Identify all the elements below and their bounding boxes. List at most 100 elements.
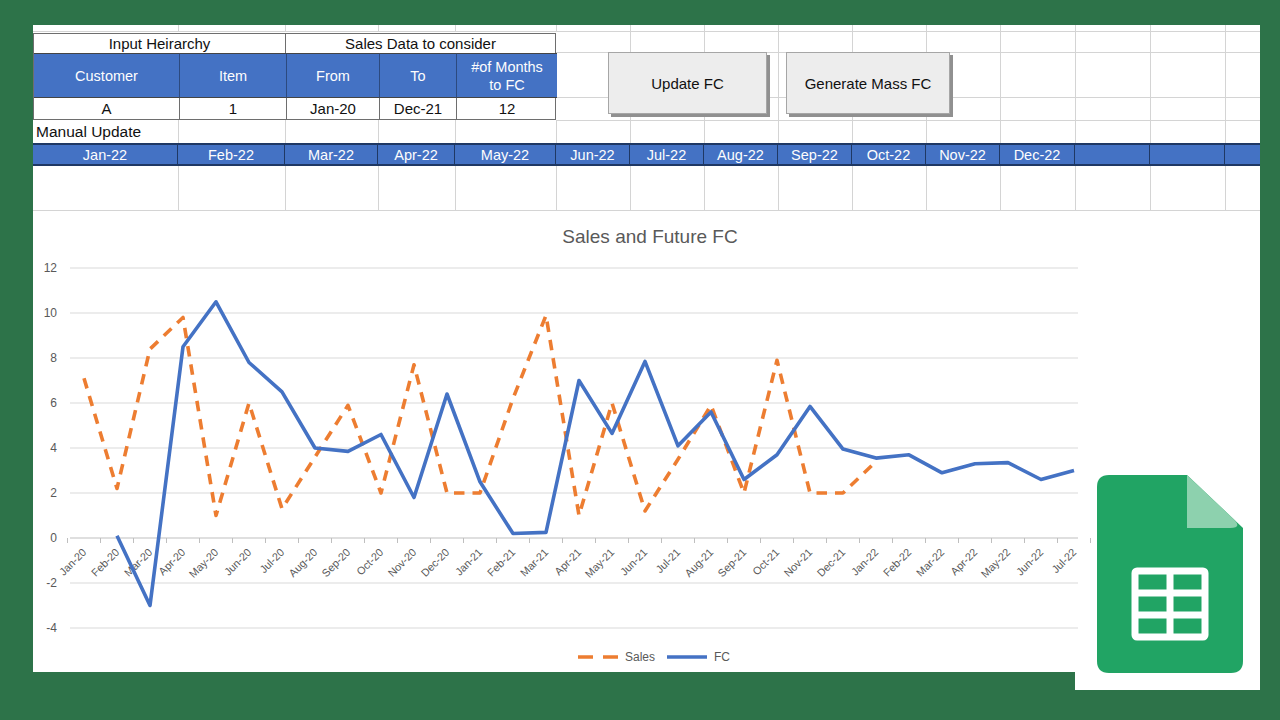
google-sheets-icon: [1097, 475, 1243, 673]
x-axis-label: Sep-21: [715, 546, 748, 579]
gridline: [285, 25, 286, 31]
gridline: [455, 166, 456, 210]
gridline: [556, 120, 557, 143]
gridline: [1075, 25, 1076, 143]
spreadsheet: Input HeirarchySales Data to consider Cus…: [33, 25, 1260, 672]
gridline: [556, 25, 557, 31]
x-axis-label: Sep-20: [319, 546, 352, 579]
gridline: [1000, 166, 1001, 210]
x-axis-label: Jun-21: [618, 546, 650, 578]
sheets-icon-backdrop: [1075, 672, 1260, 690]
gridline: [455, 120, 456, 143]
legend-sales-label: Sales: [625, 650, 655, 664]
month-cell[interactable]: Jul-22: [630, 145, 704, 164]
chart-title: Sales and Future FC: [562, 226, 737, 247]
table-cell[interactable]: Jan-20: [286, 98, 379, 119]
x-axis-label: Mar-20: [122, 546, 155, 579]
month-cell[interactable]: [1075, 145, 1150, 164]
x-axis-label: Feb-21: [485, 546, 518, 579]
month-cell[interactable]: [1150, 145, 1225, 164]
month-cell[interactable]: Sep-22: [778, 145, 852, 164]
gridline: [178, 120, 179, 143]
table-cell[interactable]: 12: [456, 98, 557, 119]
y-axis-label: 4: [50, 441, 57, 455]
x-axis-label: Jun-20: [222, 546, 254, 578]
gridline: [378, 25, 379, 31]
y-axis-label: 12: [44, 261, 58, 275]
x-axis-label: Aug-21: [682, 546, 715, 579]
group-header-input-hierarchy: Input Heirarchy: [34, 34, 286, 53]
table-cell[interactable]: A: [34, 98, 179, 119]
column-header-to: To: [379, 53, 456, 98]
x-axis-label: Jul-22: [1049, 546, 1078, 575]
series-sales: [84, 315, 876, 515]
gridline: [1225, 25, 1226, 143]
update-fc-button[interactable]: Update FC: [608, 52, 767, 114]
gridline: [1075, 166, 1076, 210]
x-axis-label: May-21: [582, 546, 616, 580]
column-header--of-months-to-fc: #of Monthsto FC: [456, 53, 557, 98]
month-cell[interactable]: Aug-22: [704, 145, 778, 164]
gridline: [556, 166, 557, 210]
x-axis-label: Oct-20: [354, 546, 385, 577]
month-cell[interactable]: Jun-22: [556, 145, 630, 164]
column-header-from: From: [286, 53, 379, 98]
y-axis-label: -2: [46, 576, 57, 590]
month-cell[interactable]: Apr-22: [378, 145, 455, 164]
gridline: [378, 120, 379, 143]
x-axis-label: Nov-20: [385, 546, 418, 579]
gridline: [285, 166, 286, 210]
gridline: [285, 120, 286, 143]
x-axis-label: Mar-21: [518, 546, 551, 579]
x-axis-label: Feb-22: [881, 546, 914, 579]
x-axis-label: Jan-20: [57, 546, 89, 578]
x-axis-label: May-20: [186, 546, 220, 580]
x-axis-label: Mar-22: [914, 546, 947, 579]
x-axis-label: Apr-22: [948, 546, 979, 577]
table-cell[interactable]: 1: [179, 98, 286, 119]
sales-fc-chart: -4-2024681012Jan-20Feb-20Mar-20Apr-20May…: [33, 210, 1260, 672]
x-axis-label: May-22: [978, 546, 1012, 580]
y-axis-label: 0: [50, 531, 57, 545]
generate-mass-fc-button[interactable]: Generate Mass FC: [786, 52, 950, 114]
x-axis-label: Dec-20: [418, 546, 451, 579]
gridline: [704, 166, 705, 210]
column-header-item: Item: [179, 53, 286, 98]
legend-fc-label: FC: [714, 650, 730, 664]
y-axis-label: 8: [50, 351, 57, 365]
x-axis-label: Jul-20: [257, 546, 286, 575]
x-axis-label: Aug-20: [286, 546, 319, 579]
month-cell[interactable]: May-22: [455, 145, 556, 164]
month-cell[interactable]: Dec-22: [1000, 145, 1075, 164]
gridline: [1150, 166, 1151, 210]
gridline: [1225, 166, 1226, 210]
month-cell[interactable]: Feb-22: [178, 145, 285, 164]
manual-update-label: Manual Update: [36, 120, 141, 143]
column-header-customer: Customer: [34, 53, 179, 98]
gridline: [1000, 25, 1001, 143]
x-axis-label: Apr-21: [552, 546, 583, 577]
gridline: [926, 166, 927, 210]
group-header-sales-data: Sales Data to consider: [286, 34, 555, 53]
gridline: [852, 166, 853, 210]
manual-update-month-row: Jan-22Feb-22Mar-22Apr-22May-22Jun-22Jul-…: [33, 143, 1260, 166]
y-axis-label: 10: [44, 306, 58, 320]
month-cell[interactable]: Mar-22: [285, 145, 378, 164]
month-cell[interactable]: Jan-22: [33, 145, 178, 164]
x-axis-label: Jun-22: [1014, 546, 1046, 578]
y-axis-label: 6: [50, 396, 57, 410]
x-axis-label: Oct-21: [750, 546, 781, 577]
month-cell[interactable]: Oct-22: [852, 145, 926, 164]
x-axis-label: Apr-20: [156, 546, 187, 577]
x-axis-label: Dec-21: [814, 546, 847, 579]
y-axis-label: -4: [46, 621, 57, 635]
gridline: [178, 25, 179, 31]
gridline: [778, 166, 779, 210]
x-axis-label: Jul-21: [653, 546, 682, 575]
gridline: [778, 25, 779, 143]
gridline: [455, 25, 456, 31]
x-axis-label: Feb-20: [89, 546, 122, 579]
gridline: [556, 120, 1260, 121]
table-cell[interactable]: Dec-21: [379, 98, 456, 119]
month-cell[interactable]: Nov-22: [926, 145, 1000, 164]
